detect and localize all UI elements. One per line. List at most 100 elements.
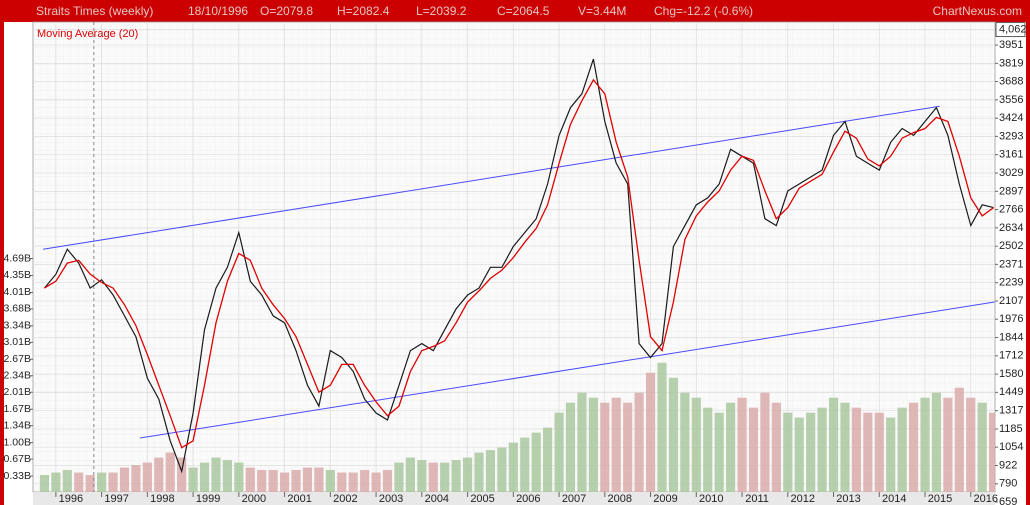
volume-bar (989, 412, 995, 492)
y2-tick-label: 3.68B (4, 303, 31, 315)
volume-bar (760, 392, 770, 492)
y-tick-label: 1185 (999, 423, 1023, 435)
y-tick-label: 2107 (999, 295, 1023, 307)
x-tick-label: 2002 (333, 493, 357, 505)
volume-bar (474, 452, 484, 492)
info: H=2082.4 (337, 4, 390, 18)
x-tick-label: 1999 (196, 493, 220, 505)
volume-bar (931, 392, 942, 492)
y-tick-label: 2371 (999, 258, 1023, 270)
x-axis-strip (33, 492, 995, 505)
y-tick-label: 1844 (999, 331, 1023, 343)
chart-title: Straits Times (weekly) (36, 4, 153, 18)
x-tick-label: 2012 (791, 493, 815, 505)
volume-bar (314, 467, 324, 492)
volume-bar (531, 432, 541, 492)
y2-tick-label: 0.67B (4, 453, 31, 465)
y-tick-label: 790 (999, 478, 1017, 490)
x-tick-label: 2005 (470, 493, 494, 505)
y2-tick-label: 2.67B (4, 353, 31, 365)
volume-bar (234, 462, 244, 492)
volume-bar (497, 447, 507, 492)
volume-bar (691, 397, 701, 492)
y-tick-label: 3293 (999, 130, 1023, 142)
volume-bar (794, 417, 804, 492)
volume-bar (771, 402, 781, 492)
y-tick-label: 1449 (999, 386, 1023, 398)
y-tick-label: 1712 (999, 350, 1023, 362)
volume-bar (737, 397, 747, 492)
x-tick-label: 2013 (836, 493, 860, 505)
volume-bar (85, 475, 95, 492)
volume-bar (897, 407, 907, 492)
x-tick-label: 2007 (562, 493, 586, 505)
volume-bar (485, 450, 496, 492)
volume-bar (806, 412, 816, 492)
x-tick-label: 2014 (882, 493, 906, 505)
volume-bar (199, 462, 210, 492)
y-tick-label: 2502 (999, 240, 1023, 252)
volume-bar (920, 397, 930, 492)
info: O=2079.8 (260, 4, 313, 18)
volume-bar (680, 392, 690, 492)
y-tick-label: 2239 (999, 277, 1023, 289)
y-tick-label: 3161 (999, 149, 1023, 161)
legend-entry: Moving Average (20) (37, 28, 138, 40)
info: V=3.44M (578, 4, 626, 18)
volume-bar (211, 457, 221, 492)
price-line (43, 58, 994, 474)
volume-bar (817, 407, 827, 492)
y-tick-label: 3556 (999, 94, 1023, 106)
volume-bar (703, 407, 713, 492)
volume-bar (543, 427, 553, 492)
info: C=2064.5 (497, 4, 550, 18)
volume-bar (302, 467, 313, 492)
volume-bar (337, 472, 347, 492)
volume-bar (851, 407, 861, 492)
volume-bar (119, 467, 130, 492)
y2-tick-label: 4.35B (4, 269, 31, 281)
y2-tick-label: 2.34B (4, 370, 31, 382)
y-tick-label: 2897 (999, 185, 1023, 197)
axes: 4,062 3951 3819 3688 3556 3424 3293 3161 3029 289… (4, 22, 1027, 505)
volume-bar (954, 387, 964, 492)
volume-bar (222, 460, 232, 492)
x-tick-label: 2004 (425, 493, 449, 505)
volume-bar (188, 467, 198, 492)
volume-bar (828, 397, 839, 492)
ma-line (44, 78, 994, 449)
volume-bar (645, 372, 656, 492)
y-tick-label: 3951 (999, 39, 1023, 51)
volume-bar (726, 402, 736, 492)
x-tick-label: 1998 (150, 493, 174, 505)
y2-tick-label: 1.67B (4, 403, 31, 415)
volume-bar (142, 462, 152, 492)
volume-bar (348, 472, 358, 492)
volume-bar (554, 412, 564, 492)
volume-bar (874, 412, 884, 492)
volume-bar (863, 412, 873, 492)
volume-bar (39, 475, 50, 492)
volume-bar (886, 417, 896, 492)
volume-bar (623, 402, 633, 492)
trendline (139, 301, 995, 439)
y-tick-label: 3688 (999, 75, 1023, 87)
volume-bar (977, 402, 987, 492)
y-tick-label: 3029 (999, 167, 1023, 179)
volume-bar (394, 462, 404, 492)
info: Chg=-12.2 (-0.6%) (654, 4, 753, 18)
x-tick-label: 1997 (104, 493, 128, 505)
volume-bar (966, 397, 976, 492)
y2-tick-label: 1.34B (4, 419, 31, 431)
volume-bar (405, 457, 415, 492)
volume-bar (360, 470, 370, 492)
volume-bar (428, 462, 438, 492)
volume-bar (565, 402, 576, 492)
volume-bar (154, 457, 164, 492)
y-tick-label: 3424 (999, 112, 1023, 124)
volume-bar (165, 452, 175, 492)
y-tick-label: 1580 (999, 368, 1023, 380)
volume-bar (291, 470, 301, 492)
x-tick-label: 2010 (699, 493, 723, 505)
